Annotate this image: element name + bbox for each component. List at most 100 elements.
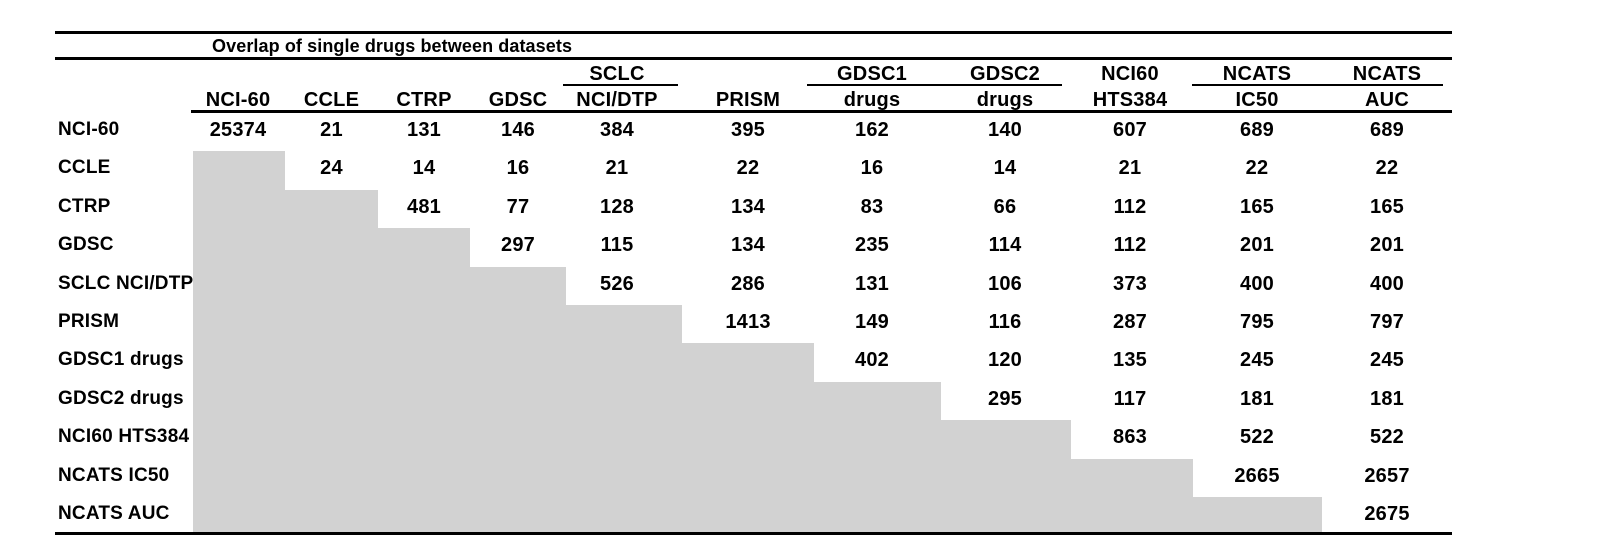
table-cell-value: 287 <box>1113 311 1147 333</box>
table-cell-value: 863 <box>1113 426 1147 449</box>
table-cell-value: 2665 <box>1234 464 1280 487</box>
column-header: CTRP <box>396 89 452 111</box>
table-cell-value: 21 <box>605 157 629 180</box>
column-header: NCI-60 <box>205 89 271 111</box>
table-cell-value: 795 <box>1240 311 1274 333</box>
table-cell-value: 395 <box>731 119 765 141</box>
table-cell-value: 245 <box>1370 349 1404 372</box>
table-cell-value: 112 <box>1113 195 1147 218</box>
table-cell-value: 481 <box>407 195 441 218</box>
table-cell-value: 16 <box>860 157 884 180</box>
table-cell-value: 21 <box>1118 157 1142 180</box>
table-cell-value: 526 <box>600 272 634 295</box>
column-group-label: GDSC1 <box>837 63 907 85</box>
table-cell-value: 165 <box>1240 195 1274 218</box>
column-header: drugs <box>976 89 1034 111</box>
table-cell-value: 689 <box>1240 119 1274 141</box>
shaded-lower-triangle-step <box>193 343 814 382</box>
table-cell-value: 402 <box>855 349 889 372</box>
table-cell-value: 245 <box>1240 349 1274 372</box>
column-header: PRISM <box>715 89 781 111</box>
table-cell-value: 134 <box>731 195 765 218</box>
table-cell-value: 112 <box>1113 234 1147 257</box>
table-cell-value: 22 <box>1245 157 1269 180</box>
table-cell-value: 77 <box>506 195 530 218</box>
table-cell-value: 149 <box>855 311 889 333</box>
table-title: Overlap of single drugs between datasets <box>212 36 573 56</box>
shaded-lower-triangle-step <box>193 381 941 421</box>
table-cell-value: 115 <box>600 234 634 257</box>
table-cell-value: 522 <box>1370 426 1404 449</box>
bottom-rule <box>55 532 1452 535</box>
table-cell-value: 373 <box>1113 272 1147 295</box>
table-cell-value: 116 <box>988 311 1022 333</box>
table-cell-value: 235 <box>855 234 889 257</box>
column-header: drugs <box>843 89 901 111</box>
table-cell-value: 181 <box>1240 387 1274 410</box>
table-cell-value: 14 <box>412 157 436 180</box>
table-cell-value: 165 <box>1370 195 1404 218</box>
table-cell-value: 522 <box>1240 426 1274 449</box>
row-label: NCATS IC50 <box>58 464 170 486</box>
shaded-lower-triangle-step <box>193 420 1071 459</box>
table-cell-value: 14 <box>993 157 1017 180</box>
table-cell-value: 66 <box>993 195 1017 218</box>
column-group-label: GDSC2 <box>970 63 1040 85</box>
shaded-lower-triangle-step <box>193 497 1322 536</box>
table-cell-value: 2657 <box>1364 464 1410 487</box>
table-cell-value: 117 <box>1113 387 1147 410</box>
column-header: NCI/DTP <box>576 89 658 111</box>
title-bottom-rule <box>55 57 1452 60</box>
column-header: HTS384 <box>1092 89 1168 111</box>
row-label: GDSC2 drugs <box>58 387 184 409</box>
row-label: GDSC <box>58 234 114 256</box>
shaded-lower-triangle-step <box>193 458 1193 497</box>
table-cell-value: 146 <box>501 119 535 141</box>
row-label: NCATS AUC <box>58 503 170 524</box>
header-bottom-rule <box>191 110 1452 113</box>
top-rule <box>55 31 1452 34</box>
column-header: AUC <box>1365 89 1409 111</box>
row-label: NCI-60 <box>58 119 120 140</box>
table-cell-value: 797 <box>1370 311 1404 333</box>
table-cell-value: 83 <box>860 195 884 218</box>
table-cell-value: 120 <box>988 349 1022 372</box>
table-cell-value: 25374 <box>209 119 267 141</box>
table-cell-value: 114 <box>988 234 1022 257</box>
table-cell-value: 295 <box>988 387 1022 410</box>
table-cell-value: 24 <box>320 157 343 180</box>
table-cell-value: 689 <box>1370 119 1404 141</box>
shaded-lower-triangle-step <box>193 228 470 267</box>
table-cell-value: 106 <box>988 272 1022 295</box>
row-label: SCLC NCI/DTP <box>58 272 194 294</box>
row-label: NCI60 HTS384 <box>58 426 190 448</box>
column-header: GDSC <box>488 89 548 111</box>
table-cell-value: 131 <box>855 272 889 295</box>
column-group-label: SCLC <box>589 63 645 85</box>
column-header: IC50 <box>1235 89 1279 111</box>
table-cell-value: 1413 <box>725 311 771 333</box>
table-cell-value: 286 <box>731 272 765 295</box>
column-header: CCLE <box>303 89 360 111</box>
shaded-lower-triangle-step <box>193 305 682 344</box>
shaded-lower-triangle-step <box>193 189 378 229</box>
column-group-underline <box>807 84 1062 86</box>
column-group-label: NCATS <box>1222 63 1292 85</box>
table-cell-value: 607 <box>1113 119 1147 141</box>
table-cell-value: 181 <box>1370 387 1404 410</box>
column-group-underline <box>563 84 678 86</box>
table-cell-value: 201 <box>1240 234 1274 257</box>
table-cell-value: 140 <box>988 119 1022 141</box>
table-cell-value: 22 <box>1375 157 1399 180</box>
table-cell-value: 21 <box>320 119 343 141</box>
table-cell-value: 131 <box>407 119 441 141</box>
column-group-underline <box>1192 84 1443 86</box>
table-cell-value: 135 <box>1113 349 1147 372</box>
table-cell-value: 400 <box>1370 272 1404 295</box>
shaded-lower-triangle-step <box>193 151 285 190</box>
table-cell-value: 134 <box>731 234 765 257</box>
table-cell-value: 297 <box>501 234 535 257</box>
shaded-lower-triangle-step <box>193 266 566 305</box>
row-label: CCLE <box>58 157 111 179</box>
